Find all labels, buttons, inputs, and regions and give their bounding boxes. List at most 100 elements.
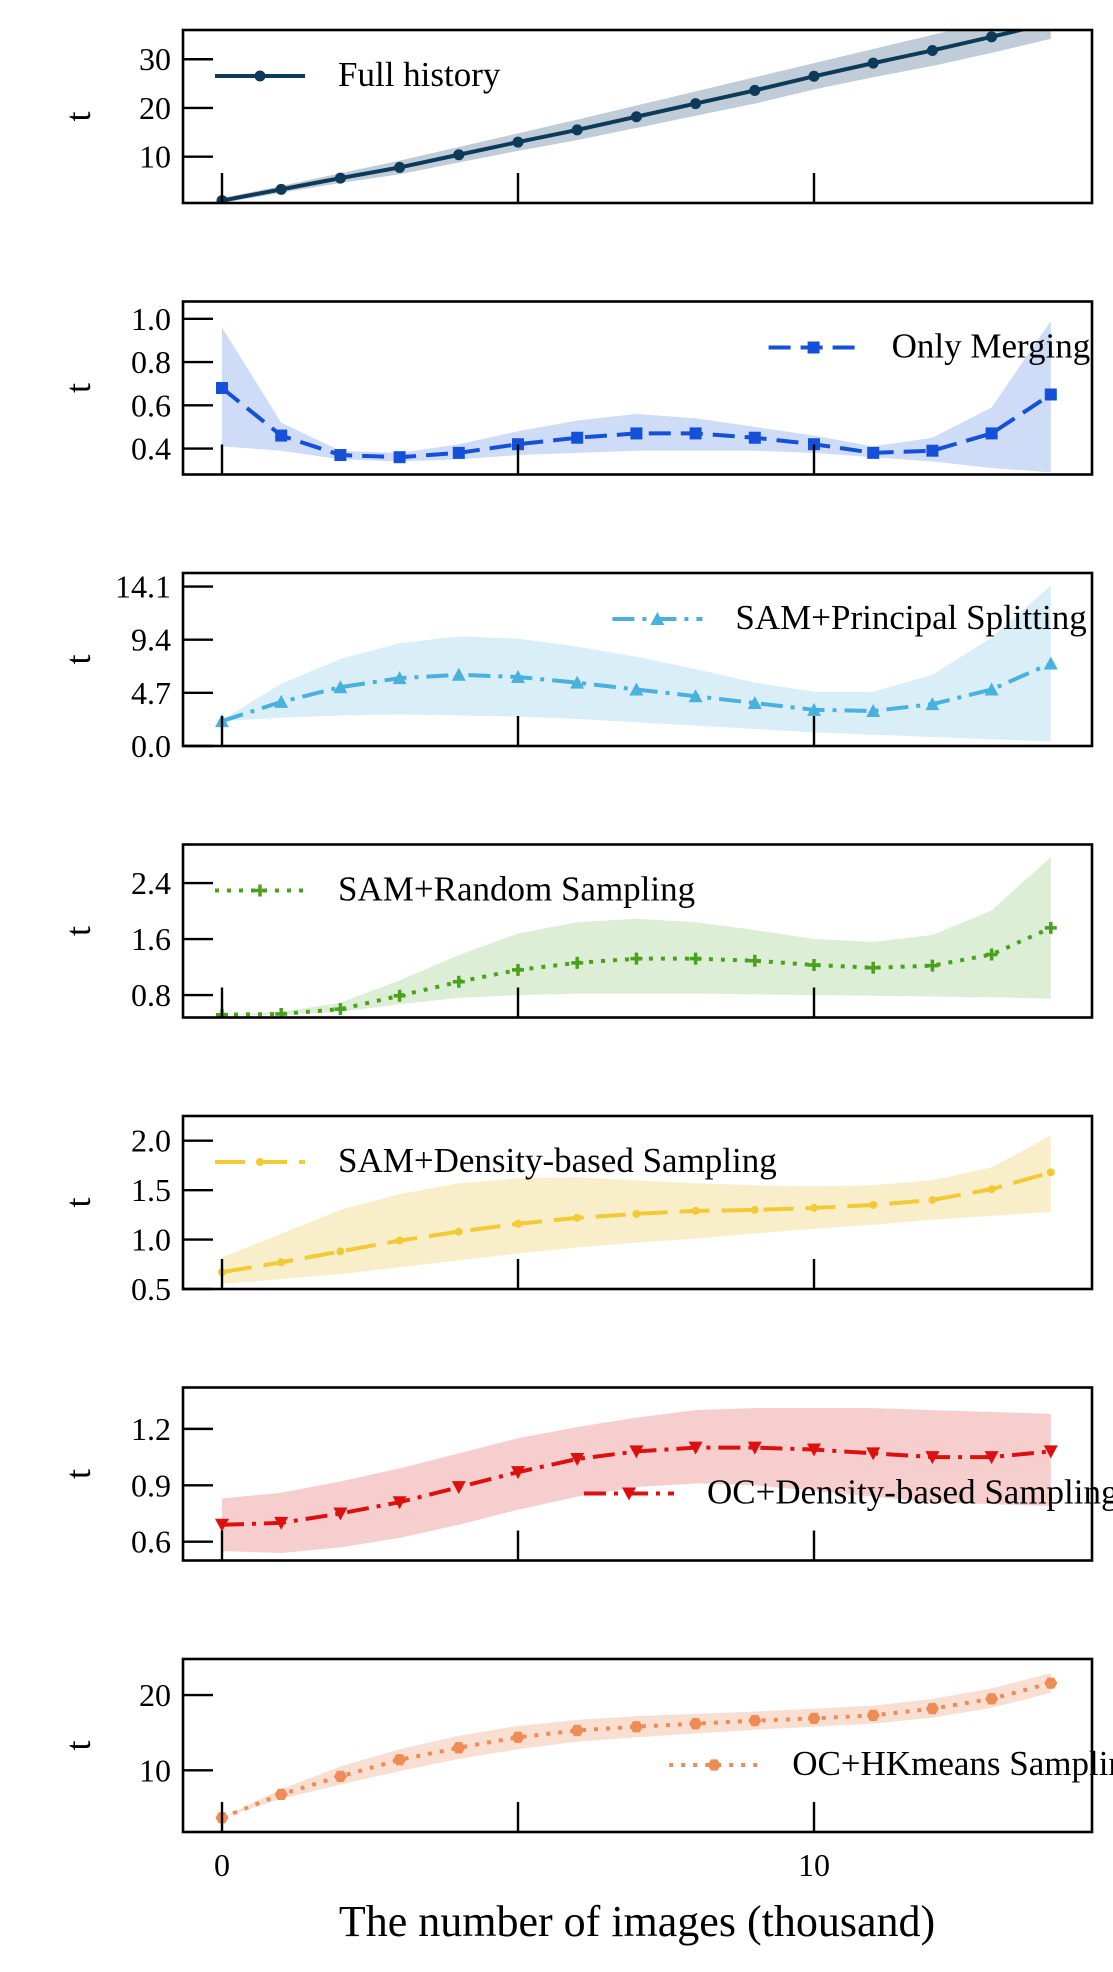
data-point	[866, 1447, 881, 1461]
data-point	[570, 1452, 585, 1466]
y-tick-label: 1.6	[131, 921, 171, 957]
y-tick-label: 0.6	[131, 387, 171, 423]
data-point	[453, 149, 465, 161]
data-point	[512, 136, 524, 148]
y-tick-label: 0.9	[131, 1467, 171, 1503]
data-point	[452, 975, 465, 988]
y-tick-label: 9.4	[131, 622, 171, 658]
data-point	[1044, 921, 1057, 934]
data-point	[688, 1441, 703, 1455]
y-tick-label: 0.6	[131, 1524, 171, 1560]
data-point	[748, 1715, 762, 1727]
data-point	[925, 1703, 939, 1715]
legend: OC+Density-based Sampling	[584, 1473, 1113, 1512]
data-point	[571, 956, 584, 969]
data-point	[393, 451, 406, 464]
data-point	[1044, 1677, 1058, 1689]
data-point	[277, 1258, 286, 1267]
data-point	[866, 703, 881, 717]
data-point	[925, 697, 940, 711]
y-tick-label: 0.0	[131, 728, 171, 764]
y-tick-label: 2.0	[131, 1123, 171, 1159]
y-axis-label: t	[58, 111, 98, 121]
data-point	[688, 689, 703, 703]
confidence-band	[222, 1673, 1051, 1818]
legend-label: Full history	[338, 55, 501, 94]
data-point	[395, 1236, 404, 1245]
series-line	[221, 926, 1052, 1017]
data-point	[987, 1185, 996, 1194]
legend-marker	[254, 70, 266, 82]
legend: Only Merging	[768, 327, 1090, 366]
data-point	[867, 961, 880, 974]
y-tick-label: 0.8	[131, 344, 171, 380]
x-axis-label: The number of images (thousand)	[339, 1897, 935, 1946]
y-tick-label: 10	[139, 139, 171, 175]
y-tick-label: 1.0	[131, 301, 171, 337]
data-point	[808, 438, 820, 451]
legend: SAM+Density-based Sampling	[215, 1141, 777, 1180]
data-point	[334, 172, 346, 184]
plot-area	[216, 17, 1056, 203]
data-point	[452, 446, 465, 459]
data-point	[925, 1451, 940, 1465]
data-point	[632, 1209, 641, 1218]
data-point	[985, 948, 998, 961]
data-point	[393, 989, 406, 1002]
y-tick-label: 0.8	[131, 977, 171, 1013]
data-point	[452, 1742, 466, 1754]
data-point	[571, 124, 583, 136]
y-tick-label: 14.1	[115, 569, 171, 605]
chart-panel-4: SAM+Random Sampling 0.8 1.6 2.4 t	[58, 843, 1094, 1019]
y-tick-label: 20	[139, 1677, 171, 1713]
data-point	[985, 427, 998, 440]
legend: SAM+Random Sampling	[215, 870, 695, 909]
data-point	[750, 1205, 759, 1214]
y-tick-label: 10	[139, 1752, 171, 1788]
data-point	[393, 1754, 407, 1766]
data-point	[392, 1496, 407, 1510]
data-point	[1046, 1168, 1055, 1177]
data-point	[690, 98, 702, 110]
chart-panel-1: Full history 10 20 30 t	[58, 17, 1094, 205]
plot-area	[215, 585, 1058, 742]
data-point	[1043, 656, 1058, 670]
data-point	[215, 1518, 229, 1532]
data-point	[1044, 388, 1057, 401]
y-tick-label: 1.2	[131, 1411, 171, 1447]
legend-marker	[807, 341, 820, 354]
y-axis-label: t	[58, 1740, 98, 1750]
y-axis-label: t	[58, 383, 98, 393]
data-point	[512, 963, 524, 976]
data-point	[275, 429, 288, 442]
data-point	[689, 1718, 703, 1730]
data-point	[333, 1507, 348, 1521]
axes-frame	[181, 571, 1094, 748]
data-point	[808, 70, 820, 82]
confidence-band	[222, 585, 1051, 742]
data-point	[926, 44, 938, 56]
y-axis-label: t	[58, 1197, 98, 1207]
data-point	[570, 675, 585, 689]
data-point	[451, 667, 466, 681]
data-point	[1045, 17, 1056, 28]
data-point	[867, 57, 879, 69]
data-point	[689, 952, 702, 965]
legend-label: OC+HKmeans Sampling	[792, 1744, 1113, 1783]
legend-marker	[650, 612, 665, 625]
data-point	[511, 1466, 525, 1480]
data-point	[1043, 1445, 1058, 1459]
data-point	[869, 1200, 878, 1209]
confidence-band	[222, 857, 1051, 1015]
y-tick-label: 4.7	[131, 675, 171, 711]
axes-frame	[181, 843, 1094, 1019]
data-point	[810, 1203, 818, 1212]
axes-frame	[181, 1114, 1094, 1291]
y-axis-label: t	[58, 926, 98, 936]
data-point	[512, 438, 524, 451]
data-point	[748, 954, 761, 967]
plot-area	[218, 1135, 1055, 1285]
data-point	[629, 1445, 644, 1459]
data-point	[394, 161, 406, 173]
y-tick-label: 1.5	[131, 1172, 171, 1208]
